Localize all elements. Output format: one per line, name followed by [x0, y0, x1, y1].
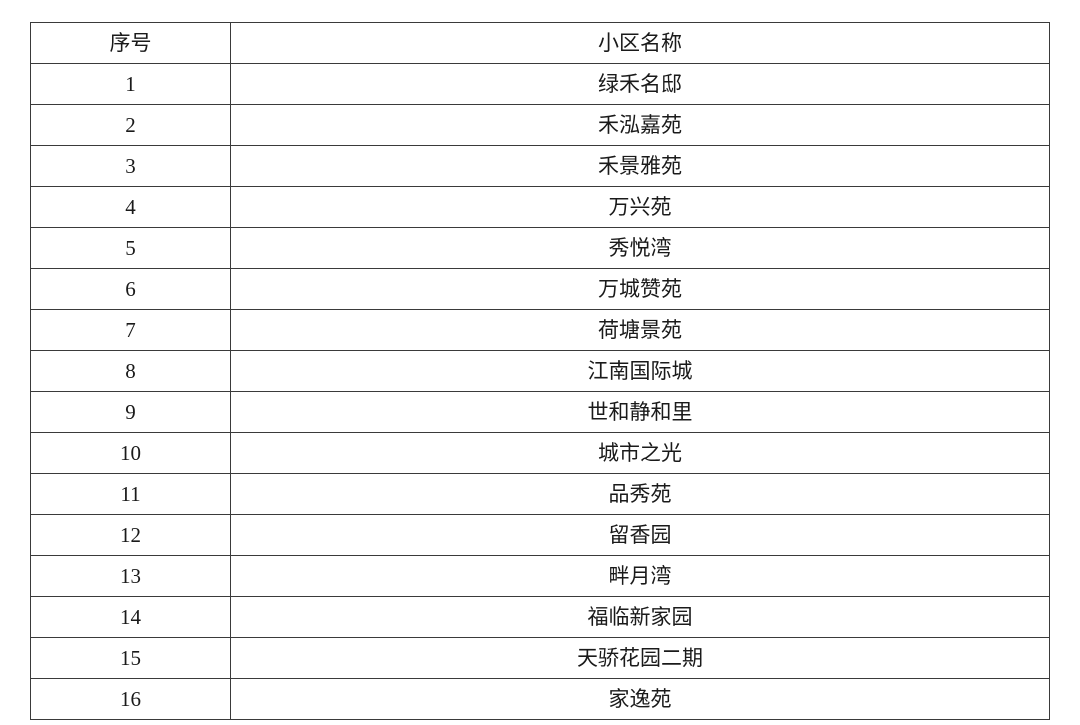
cell-index: 10: [31, 433, 231, 474]
cell-name: 秀悦湾: [231, 228, 1050, 269]
table-row: 7 荷塘景苑: [31, 310, 1050, 351]
table-row: 3 禾景雅苑: [31, 146, 1050, 187]
cell-name: 天骄花园二期: [231, 638, 1050, 679]
cell-index: 2: [31, 105, 231, 146]
table-row: 2 禾泓嘉苑: [31, 105, 1050, 146]
table-row: 12 留香园: [31, 515, 1050, 556]
cell-name: 江南国际城: [231, 351, 1050, 392]
cell-name: 万兴苑: [231, 187, 1050, 228]
table-row: 13 畔月湾: [31, 556, 1050, 597]
table-row: 4 万兴苑: [31, 187, 1050, 228]
col-header-name: 小区名称: [231, 23, 1050, 64]
cell-name: 荷塘景苑: [231, 310, 1050, 351]
table-row: 10 城市之光: [31, 433, 1050, 474]
table-row: 9 世和静和里: [31, 392, 1050, 433]
cell-index: 14: [31, 597, 231, 638]
cell-index: 7: [31, 310, 231, 351]
cell-index: 8: [31, 351, 231, 392]
cell-index: 4: [31, 187, 231, 228]
cell-name: 世和静和里: [231, 392, 1050, 433]
cell-index: 13: [31, 556, 231, 597]
cell-name: 禾泓嘉苑: [231, 105, 1050, 146]
cell-name: 品秀苑: [231, 474, 1050, 515]
cell-index: 11: [31, 474, 231, 515]
community-table: 序号 小区名称 1 绿禾名邸 2 禾泓嘉苑 3 禾景雅苑 4 万兴苑 5: [30, 22, 1050, 720]
cell-index: 3: [31, 146, 231, 187]
cell-name: 留香园: [231, 515, 1050, 556]
cell-index: 15: [31, 638, 231, 679]
cell-name: 禾景雅苑: [231, 146, 1050, 187]
table-row: 5 秀悦湾: [31, 228, 1050, 269]
table-wrapper: 序号 小区名称 1 绿禾名邸 2 禾泓嘉苑 3 禾景雅苑 4 万兴苑 5: [0, 0, 1080, 725]
table-row: 16 家逸苑: [31, 679, 1050, 720]
cell-name: 万城赞苑: [231, 269, 1050, 310]
cell-index: 1: [31, 64, 231, 105]
cell-name: 畔月湾: [231, 556, 1050, 597]
cell-name: 绿禾名邸: [231, 64, 1050, 105]
cell-index: 6: [31, 269, 231, 310]
cell-index: 12: [31, 515, 231, 556]
cell-name: 福临新家园: [231, 597, 1050, 638]
table-row: 6 万城赞苑: [31, 269, 1050, 310]
table-row: 14 福临新家园: [31, 597, 1050, 638]
table-row: 8 江南国际城: [31, 351, 1050, 392]
cell-index: 5: [31, 228, 231, 269]
cell-name: 家逸苑: [231, 679, 1050, 720]
col-header-index: 序号: [31, 23, 231, 64]
table-row: 15 天骄花园二期: [31, 638, 1050, 679]
cell-index: 9: [31, 392, 231, 433]
cell-name: 城市之光: [231, 433, 1050, 474]
cell-index: 16: [31, 679, 231, 720]
table-header-row: 序号 小区名称: [31, 23, 1050, 64]
table-row: 1 绿禾名邸: [31, 64, 1050, 105]
table-row: 11 品秀苑: [31, 474, 1050, 515]
